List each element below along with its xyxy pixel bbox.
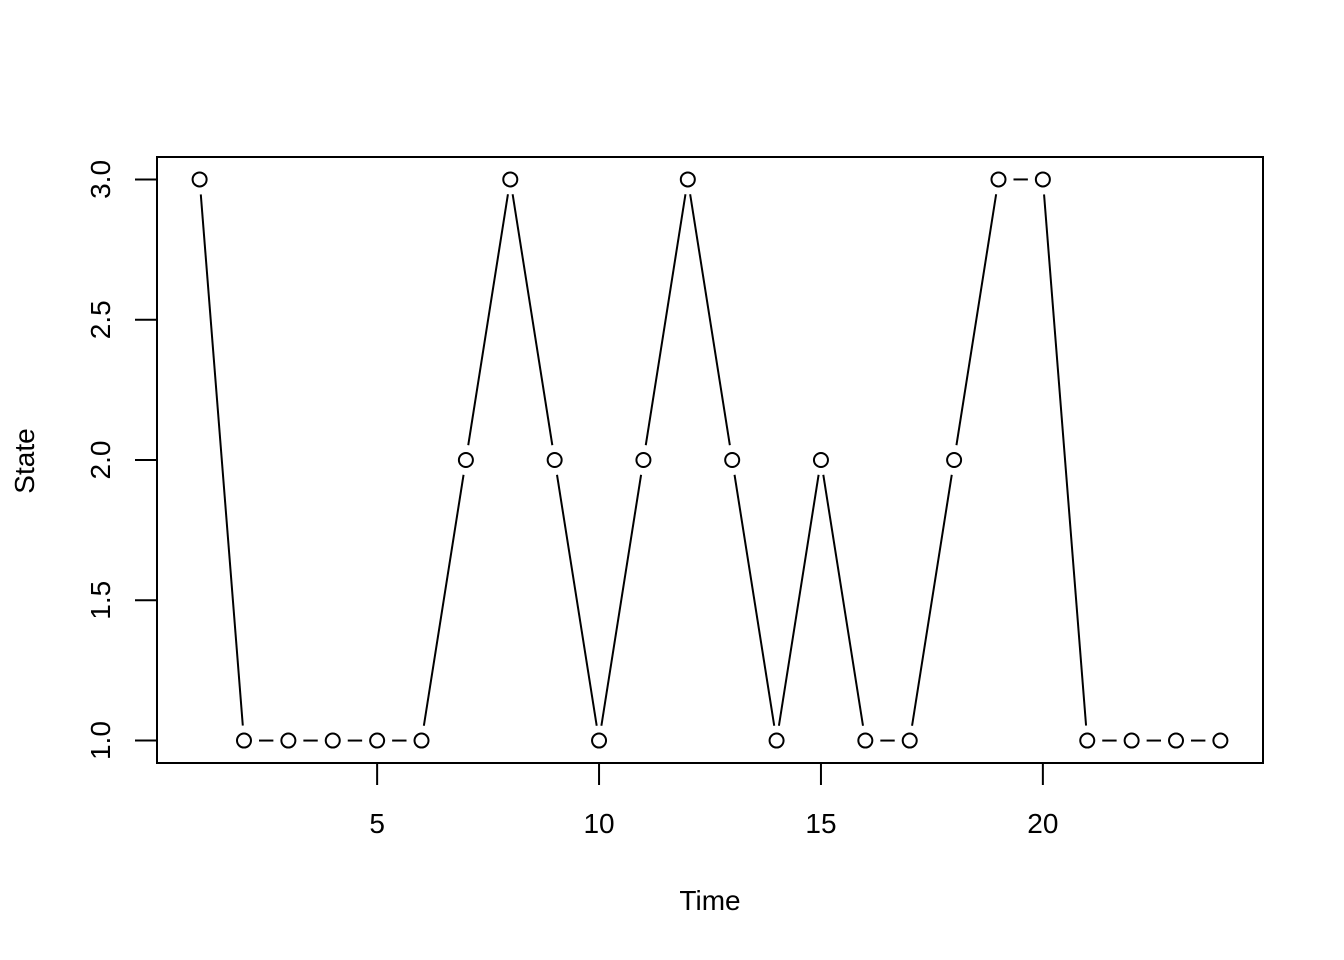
data-point: [679, 171, 696, 188]
series-segment: [777, 474, 820, 726]
series-segment: [911, 474, 953, 726]
series-segment: [689, 194, 731, 446]
x-tick-label: 10: [583, 808, 614, 839]
data-point: [546, 452, 563, 468]
data-point: [768, 732, 785, 749]
x-tick-label: 20: [1027, 808, 1058, 839]
data-point: [1079, 732, 1096, 749]
data-point: [369, 732, 386, 749]
data-point: [1168, 732, 1185, 749]
data-point: [946, 452, 963, 468]
series-segment: [733, 474, 776, 726]
data-point: [1123, 732, 1140, 749]
data-point: [1034, 171, 1051, 188]
series-segment: [644, 194, 687, 446]
data-point: [191, 171, 208, 188]
series-segment: [511, 194, 554, 446]
series-points: [191, 171, 1229, 749]
data-point: [724, 452, 741, 468]
series-segment: [600, 474, 643, 726]
y-tick-label: 2.0: [85, 441, 116, 480]
data-point: [1212, 732, 1229, 749]
series-segment: [556, 474, 598, 726]
series-line: [199, 178, 1206, 742]
x-tick-label: 5: [369, 808, 385, 839]
series-segment: [822, 474, 864, 726]
data-point: [235, 732, 252, 749]
y-axis-label: State: [9, 428, 40, 493]
data-point: [591, 732, 608, 749]
x-axis-label: Time: [679, 885, 740, 916]
y-tick-label: 2.5: [85, 300, 116, 339]
data-point: [635, 452, 652, 468]
data-point: [324, 732, 341, 749]
data-point: [990, 171, 1007, 188]
data-point: [901, 732, 918, 749]
data-point: [457, 452, 474, 468]
series-segment: [467, 194, 509, 446]
x-tick-label: 15: [805, 808, 836, 839]
y-tick-label: 3.0: [85, 160, 116, 199]
data-point: [812, 452, 829, 468]
y-axis: 1.0 1.5 2.0 2.5 3.0: [85, 160, 158, 760]
data-point: [413, 732, 430, 749]
x-axis: 5 10 15 20: [369, 762, 1058, 839]
y-tick-label: 1.5: [85, 581, 116, 620]
data-point: [502, 171, 519, 188]
data-point: [857, 732, 874, 749]
series-segment: [199, 194, 244, 726]
series-segment: [955, 194, 998, 446]
y-tick-label: 1.0: [85, 721, 116, 760]
data-point: [280, 732, 297, 749]
series-segment: [422, 474, 465, 726]
series-segment: [1043, 194, 1088, 726]
